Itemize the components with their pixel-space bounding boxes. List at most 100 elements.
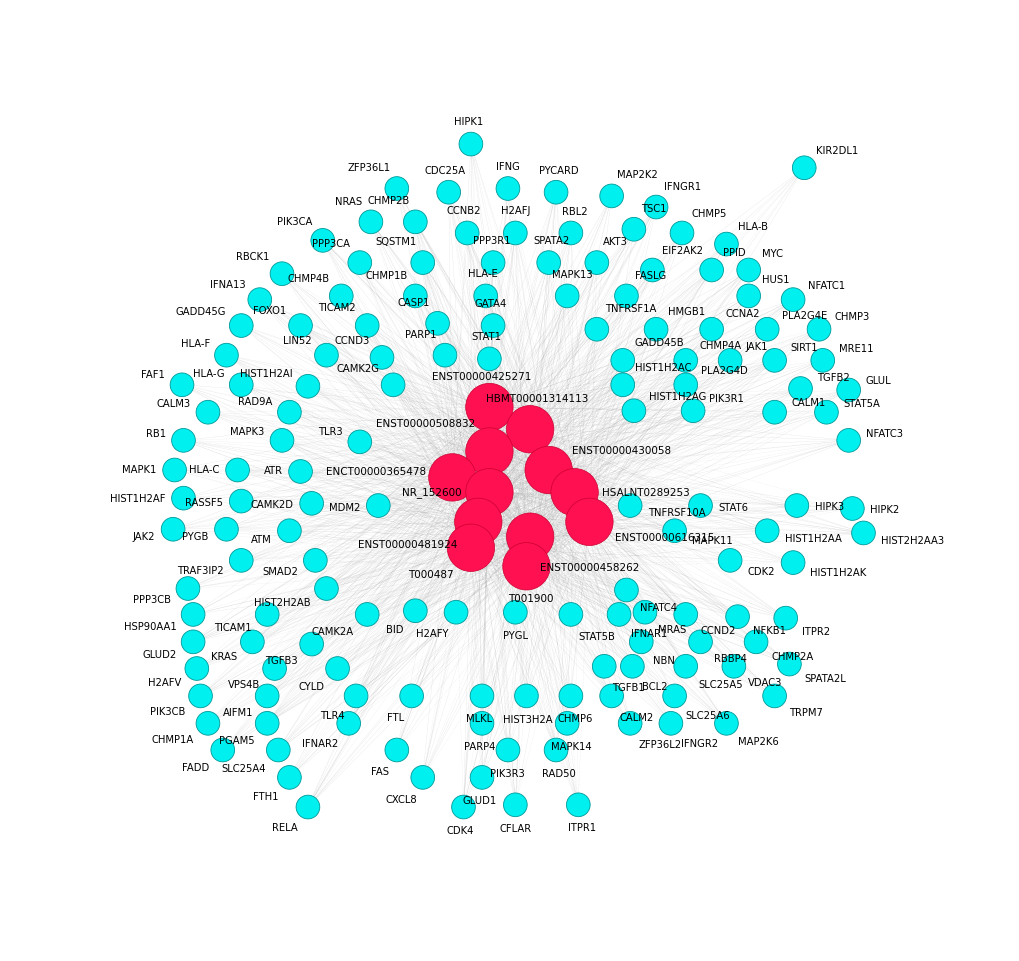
Text: JAK1: JAK1 — [745, 342, 767, 352]
Text: PARP1: PARP1 — [406, 330, 436, 340]
Circle shape — [674, 654, 697, 678]
Circle shape — [404, 284, 427, 308]
Circle shape — [814, 401, 838, 425]
Text: AIFM1: AIFM1 — [223, 707, 253, 718]
Circle shape — [446, 525, 494, 572]
Circle shape — [736, 284, 760, 308]
Circle shape — [296, 375, 320, 399]
Text: PLA2G4E: PLA2G4E — [782, 310, 826, 320]
Circle shape — [277, 766, 301, 789]
Circle shape — [840, 497, 863, 521]
Circle shape — [225, 458, 250, 482]
Circle shape — [181, 630, 205, 654]
Circle shape — [466, 384, 513, 431]
Text: PPP3CA: PPP3CA — [312, 238, 350, 249]
Circle shape — [161, 518, 184, 542]
Text: STAT6: STAT6 — [717, 503, 748, 512]
Circle shape — [171, 487, 196, 510]
Circle shape — [459, 133, 482, 157]
Circle shape — [658, 712, 682, 735]
Text: NBN: NBN — [652, 655, 674, 666]
Text: GADD45B: GADD45B — [634, 337, 683, 347]
Text: TLR4: TLR4 — [320, 710, 344, 720]
Circle shape — [566, 499, 612, 546]
Circle shape — [566, 793, 590, 817]
Circle shape — [399, 684, 423, 708]
Circle shape — [184, 657, 209, 680]
Text: HLA-C: HLA-C — [190, 464, 220, 474]
Circle shape — [470, 684, 493, 708]
Text: CHMP4B: CHMP4B — [287, 273, 329, 283]
Circle shape — [255, 603, 279, 627]
Text: HIST1H2AK: HIST1H2AK — [809, 567, 866, 578]
Text: ITPR1: ITPR1 — [568, 823, 595, 832]
Circle shape — [248, 288, 271, 312]
Circle shape — [806, 318, 830, 342]
Circle shape — [196, 401, 219, 425]
Circle shape — [781, 552, 804, 575]
Circle shape — [425, 312, 449, 335]
Text: FADD: FADD — [182, 762, 209, 772]
Text: IFNGR2: IFNGR2 — [681, 738, 717, 749]
Text: RELA: RELA — [272, 822, 298, 832]
Circle shape — [525, 447, 572, 494]
Text: MAP2K2: MAP2K2 — [616, 170, 657, 180]
Circle shape — [762, 349, 786, 373]
Circle shape — [211, 738, 234, 762]
Text: H2AFV: H2AFV — [148, 678, 181, 687]
Circle shape — [359, 210, 382, 234]
Text: HIST1H2AG: HIST1H2AG — [648, 391, 705, 402]
Text: SLC25A6: SLC25A6 — [685, 710, 730, 720]
Text: RAD9A: RAD9A — [238, 397, 272, 407]
Text: ENST00000508832: ENST00000508832 — [376, 418, 475, 429]
Text: HIST1H2AA: HIST1H2AA — [784, 533, 841, 544]
Text: STAT1: STAT1 — [471, 333, 500, 342]
Circle shape — [470, 712, 493, 735]
Circle shape — [717, 349, 741, 373]
Text: HIST3H2A: HIST3H2A — [502, 714, 552, 724]
Circle shape — [688, 494, 711, 518]
Text: CHMP2B: CHMP2B — [367, 196, 409, 206]
Circle shape — [347, 252, 371, 275]
Circle shape — [288, 460, 312, 483]
Text: H2AFJ: H2AFJ — [500, 206, 530, 216]
Circle shape — [674, 374, 697, 397]
Text: HMGB1: HMGB1 — [667, 307, 704, 316]
Text: SPATA2: SPATA2 — [533, 235, 569, 246]
Circle shape — [314, 344, 338, 368]
Text: FTL: FTL — [386, 712, 404, 722]
Text: CHMP5: CHMP5 — [691, 209, 727, 219]
Text: T001900: T001900 — [507, 594, 553, 604]
Text: FAF1: FAF1 — [141, 370, 165, 380]
Circle shape — [304, 549, 327, 573]
Circle shape — [614, 579, 638, 603]
Circle shape — [606, 603, 631, 627]
Text: MRAS: MRAS — [657, 625, 686, 634]
Circle shape — [329, 284, 353, 308]
Circle shape — [622, 400, 645, 423]
Circle shape — [214, 344, 238, 368]
Text: NFATC1: NFATC1 — [807, 281, 844, 290]
Circle shape — [411, 252, 434, 275]
Text: IFNGR1: IFNGR1 — [663, 182, 700, 192]
Text: NFKB1: NFKB1 — [752, 626, 786, 635]
Circle shape — [229, 374, 253, 397]
Circle shape — [762, 684, 786, 708]
Text: PARP4: PARP4 — [464, 741, 495, 752]
Text: GLUL: GLUL — [865, 376, 891, 385]
Text: CHMP1A: CHMP1A — [152, 734, 194, 744]
Circle shape — [681, 400, 704, 423]
Text: MAPK13: MAPK13 — [551, 269, 592, 280]
Text: MAPK11: MAPK11 — [691, 535, 732, 545]
Circle shape — [674, 603, 697, 627]
Text: CASP1: CASP1 — [397, 298, 430, 308]
Text: HSALNT0289253: HSALNT0289253 — [601, 487, 689, 498]
Circle shape — [266, 738, 289, 762]
Text: ENST00000481924: ENST00000481924 — [358, 539, 457, 550]
Circle shape — [495, 178, 520, 201]
Text: CHMP6: CHMP6 — [557, 713, 593, 724]
Text: CAMK2G: CAMK2G — [336, 363, 379, 374]
Circle shape — [699, 318, 722, 342]
Text: IFNG: IFNG — [495, 161, 519, 172]
Text: TLR3: TLR3 — [318, 427, 342, 437]
